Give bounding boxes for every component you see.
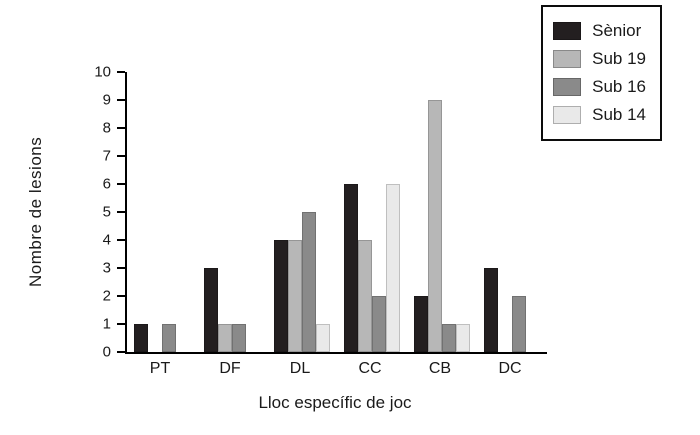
- bar-sub-19-cc: [358, 240, 372, 352]
- legend-label-sènior: Sènior: [592, 21, 642, 40]
- bar-slot: [456, 72, 470, 352]
- bar-sub-16-dc: [512, 296, 526, 352]
- bar-sènior-dc: [484, 268, 498, 352]
- bar-slot: [274, 72, 288, 352]
- bar-sub-16-dl: [302, 212, 316, 352]
- bar-sub-16-pt: [162, 324, 176, 352]
- bar-group-pt: [127, 72, 197, 352]
- y-tick-label-2: 2: [102, 287, 111, 305]
- bar-sènior-cc: [344, 184, 358, 352]
- y-tick-label-8: 8: [102, 119, 111, 137]
- x-tick-label-cb: CB: [428, 360, 452, 377]
- bar-slot: [358, 72, 372, 352]
- bar-sub-19-dl: [288, 240, 302, 352]
- x-tick-label-df: DF: [219, 360, 241, 377]
- y-tick-mark: [117, 351, 125, 353]
- legend-swatch-sub-19: [553, 50, 582, 68]
- y-tick-mark: [117, 239, 125, 241]
- bar-slot: [526, 72, 540, 352]
- y-tick-mark: [117, 295, 125, 297]
- bar-sub-19-df: [218, 324, 232, 352]
- y-tick-label-0: 0: [102, 343, 111, 361]
- y-tick-mark: [117, 155, 125, 157]
- bar-sub-14-dl: [316, 324, 330, 352]
- y-tick-label-3: 3: [102, 259, 111, 277]
- bar-slot: [414, 72, 428, 352]
- bar-slot: [134, 72, 148, 352]
- bar-slot: [512, 72, 526, 352]
- legend-swatch-sub-16: [553, 78, 582, 96]
- bar-slot: [386, 72, 400, 352]
- y-tick-mark: [117, 127, 125, 129]
- bar-sènior-cb: [414, 296, 428, 352]
- bar-slot: [162, 72, 176, 352]
- y-tick-mark: [117, 183, 125, 185]
- y-axis: 0 1 2 3 4 5 6 7 8 9 10: [0, 65, 125, 360]
- x-tick-label-cc: CC: [358, 360, 382, 377]
- y-tick-mark: [117, 211, 125, 213]
- legend-label-sub-14: Sub 14: [592, 105, 646, 124]
- y-tick-label-7: 7: [102, 147, 111, 165]
- bar-slot: [288, 72, 302, 352]
- bar-slot: [428, 72, 442, 352]
- legend-label-sub-16: Sub 16: [592, 77, 646, 96]
- y-tick-label-4: 4: [102, 231, 111, 249]
- y-tick-label-1: 1: [102, 315, 111, 333]
- plot-area: [125, 72, 547, 354]
- x-tick-label-dc: DC: [498, 360, 522, 377]
- bar-sènior-dl: [274, 240, 288, 352]
- bar-sènior-pt: [134, 324, 148, 352]
- x-tick-label-dl: DL: [289, 360, 311, 377]
- y-tick-label-5: 5: [102, 203, 111, 221]
- legend: Sènior Sub 19 Sub 16 Sub 14: [541, 5, 662, 141]
- legend-item-sènior: Sènior: [553, 21, 646, 41]
- bar-group-cb: [407, 72, 477, 352]
- legend-item-sub-14: Sub 14: [553, 105, 646, 125]
- bar-group-cc: [337, 72, 407, 352]
- bar-group-dl: [267, 72, 337, 352]
- y-tick-mark: [117, 267, 125, 269]
- bar-sub-14-cb: [456, 324, 470, 352]
- y-tick-label-10: 10: [94, 63, 111, 81]
- bar-slot: [246, 72, 260, 352]
- bar-slot: [372, 72, 386, 352]
- bar-sub-16-df: [232, 324, 246, 352]
- y-tick-mark: [117, 99, 125, 101]
- bar-sub-14-cc: [386, 184, 400, 352]
- x-tick-label-pt: PT: [149, 360, 171, 377]
- legend-item-sub-16: Sub 16: [553, 77, 646, 97]
- y-tick-label-9: 9: [102, 91, 111, 109]
- bar-slot: [442, 72, 456, 352]
- bar-slot: [218, 72, 232, 352]
- bar-group-df: [197, 72, 267, 352]
- y-tick-mark: [117, 71, 125, 73]
- y-tick-mark: [117, 323, 125, 325]
- x-axis-title: Lloc específic de joc: [258, 393, 412, 412]
- bar-slot: [232, 72, 246, 352]
- bar-sub-16-cc: [372, 296, 386, 352]
- bar-sub-19-cb: [428, 100, 442, 352]
- bar-group-dc: [477, 72, 547, 352]
- bar-slot: [498, 72, 512, 352]
- bar-slot: [176, 72, 190, 352]
- bar-slot: [316, 72, 330, 352]
- legend-swatch-sènior: [553, 22, 582, 40]
- bar-slot: [204, 72, 218, 352]
- bar-sub-16-cb: [442, 324, 456, 352]
- bar-slot: [148, 72, 162, 352]
- legend-item-sub-19: Sub 19: [553, 49, 646, 69]
- legend-label-sub-19: Sub 19: [592, 49, 646, 68]
- bar-slot: [344, 72, 358, 352]
- bar-sènior-df: [204, 268, 218, 352]
- bar-slot: [302, 72, 316, 352]
- bar-slot: [484, 72, 498, 352]
- legend-swatch-sub-14: [553, 106, 582, 124]
- x-tick-labels: PT DF DL CC CB DC: [125, 360, 545, 378]
- y-tick-label-6: 6: [102, 175, 111, 193]
